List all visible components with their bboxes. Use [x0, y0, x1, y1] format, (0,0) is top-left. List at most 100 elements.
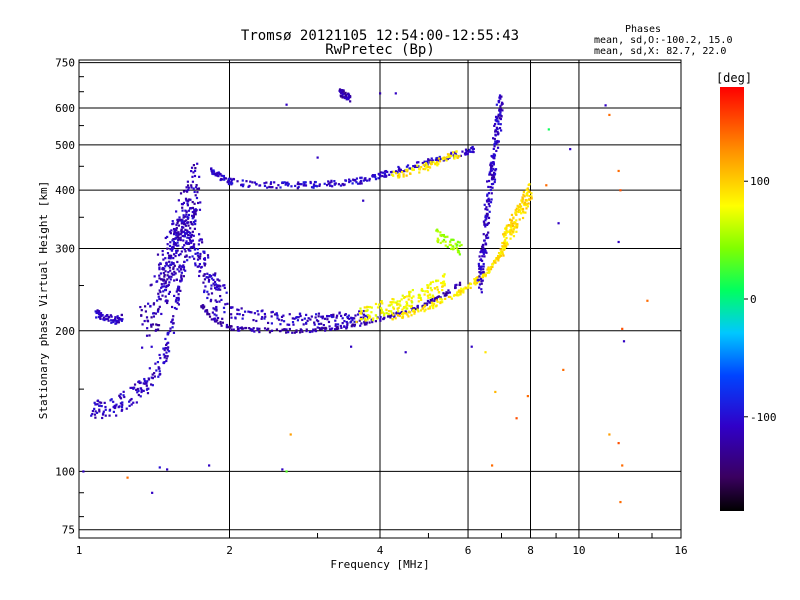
data-point: [418, 295, 421, 298]
data-point: [172, 238, 175, 241]
data-point: [405, 300, 408, 304]
data-point: [240, 183, 243, 186]
data-point: [522, 190, 526, 194]
data-point: [234, 316, 237, 319]
data-point: [168, 244, 172, 248]
data-point: [493, 137, 496, 141]
data-point: [330, 180, 333, 183]
data-point: [196, 162, 199, 165]
data-point: [415, 165, 418, 168]
data-point: [525, 207, 528, 210]
data-point: [196, 254, 200, 257]
data-point: [185, 210, 188, 213]
data-point: [530, 197, 533, 200]
data-point: [291, 317, 294, 320]
data-point: [139, 305, 142, 309]
data-point: [608, 433, 611, 436]
data-point: [421, 161, 424, 165]
data-point: [172, 331, 176, 334]
data-point: [514, 209, 517, 212]
data-point: [237, 308, 240, 312]
data-point: [498, 117, 501, 120]
data-point: [392, 306, 395, 309]
data-point: [263, 184, 267, 188]
data-point: [292, 323, 295, 326]
data-point: [483, 239, 486, 242]
data-point: [146, 392, 150, 395]
data-point: [331, 185, 334, 188]
data-point: [177, 224, 181, 227]
data-point: [513, 226, 516, 229]
data-point: [423, 310, 426, 313]
data-point: [405, 295, 408, 298]
data-point: [166, 468, 169, 471]
data-point: [501, 252, 504, 255]
data-point: [165, 351, 168, 354]
data-point: [409, 290, 412, 293]
data-point: [181, 203, 184, 206]
data-point: [359, 180, 362, 184]
data-point: [201, 304, 205, 307]
data-point: [187, 209, 191, 212]
data-point: [283, 181, 286, 184]
data-point: [496, 146, 500, 149]
x-axis-label: Frequency [MHz]: [330, 558, 429, 571]
data-point: [359, 179, 363, 183]
data-point: [341, 317, 344, 320]
data-point: [473, 278, 476, 281]
data-point: [404, 169, 408, 172]
data-point: [388, 304, 392, 307]
data-point: [345, 326, 348, 329]
data-point: [193, 208, 196, 212]
data-point: [147, 378, 151, 381]
data-point: [369, 305, 372, 309]
data-point: [211, 172, 214, 175]
data-point: [480, 271, 484, 274]
data-point: [313, 321, 316, 324]
data-point: [168, 290, 171, 294]
data-point: [501, 241, 504, 245]
data-point: [433, 297, 436, 301]
data-point: [284, 328, 287, 331]
data-point: [337, 183, 341, 186]
data-point: [362, 316, 365, 319]
data-point: [214, 272, 217, 275]
data-point: [362, 313, 365, 316]
data-point: [440, 281, 443, 285]
data-point: [140, 390, 143, 394]
data-point: [526, 395, 529, 398]
data-point: [317, 322, 321, 326]
data-point: [500, 115, 503, 118]
data-point: [335, 316, 338, 319]
data-point: [379, 319, 382, 322]
data-point: [213, 172, 216, 175]
data-point: [353, 323, 357, 326]
data-point: [146, 380, 149, 383]
data-point: [453, 154, 456, 157]
data-point: [333, 179, 336, 183]
data-point: [490, 164, 493, 167]
data-point: [210, 292, 214, 295]
data-point: [512, 228, 515, 231]
data-point: [144, 310, 148, 313]
data-point: [487, 236, 490, 239]
data-point: [183, 223, 186, 226]
data-point: [465, 149, 468, 153]
data-point: [428, 159, 432, 162]
data-point: [298, 183, 301, 186]
data-point: [98, 408, 101, 411]
data-point: [363, 306, 366, 309]
data-point: [409, 306, 413, 309]
data-point: [346, 323, 349, 327]
data-point: [187, 231, 190, 234]
data-point: [172, 233, 176, 236]
data-point: [391, 318, 394, 321]
data-point: [157, 263, 161, 266]
data-point: [157, 292, 160, 295]
data-point: [400, 298, 403, 301]
data-point: [509, 233, 512, 236]
data-point: [298, 312, 302, 315]
data-point: [319, 328, 322, 331]
data-point: [398, 300, 402, 303]
data-point: [428, 293, 432, 296]
